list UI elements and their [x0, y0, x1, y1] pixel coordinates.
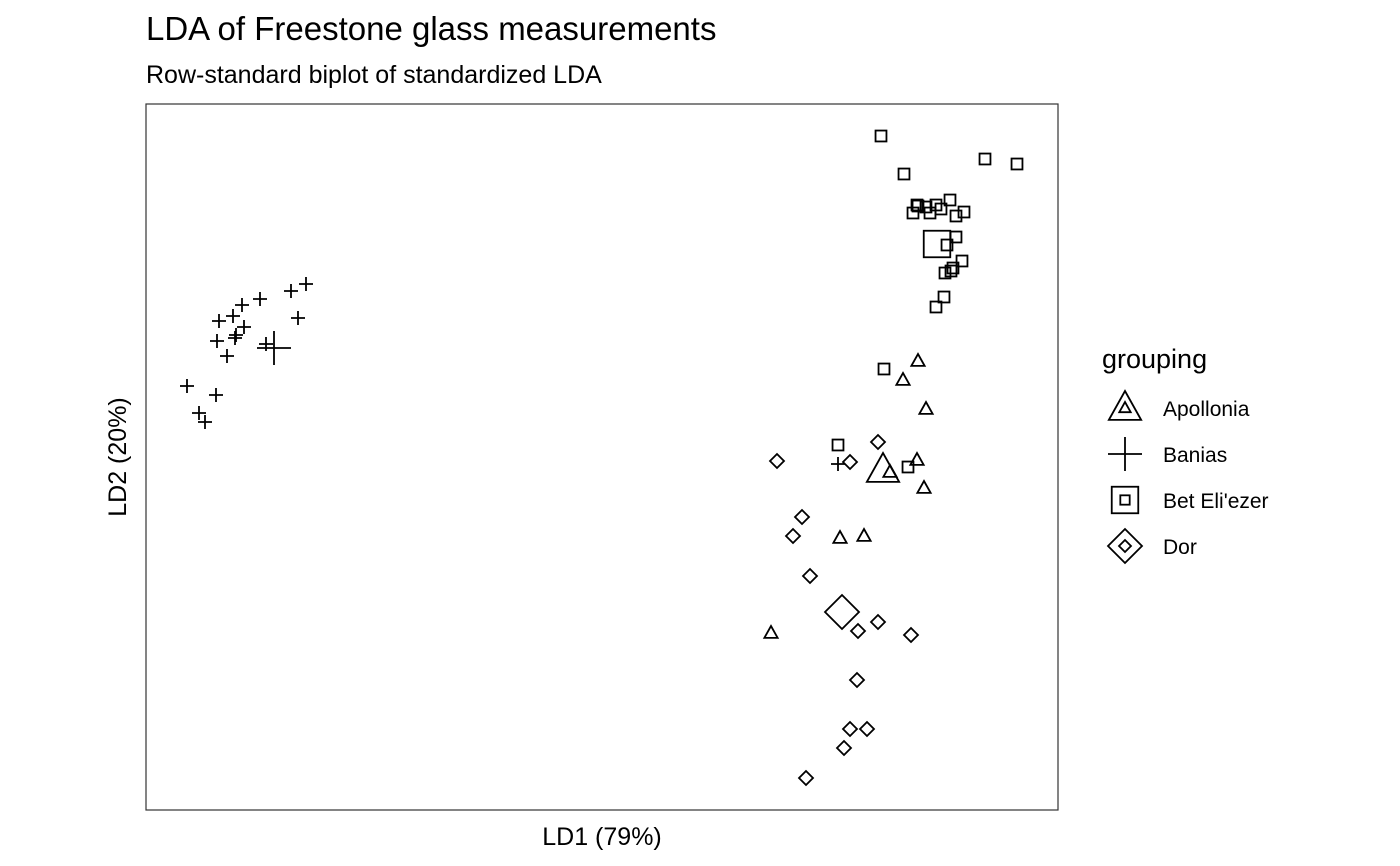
point-bet-eli-ezer-1	[978, 152, 992, 166]
legend: grouping Apollonia Banias Bet Eli'ezer D…	[1102, 344, 1269, 565]
point-banias-8	[210, 334, 224, 348]
point-banias-0	[299, 277, 313, 291]
point-bet-eli-ezer-21	[929, 300, 943, 314]
point-banias-10	[237, 320, 251, 334]
point-banias-2	[291, 311, 305, 325]
point-dor-12	[835, 739, 853, 757]
plot-panel	[145, 103, 1059, 811]
point-dor-9	[848, 671, 866, 689]
point-dor-1	[768, 452, 786, 470]
point-bet-eli-ezer-19	[938, 266, 952, 280]
y-axis-label: LD2 (20%)	[104, 397, 132, 517]
point-banias-4	[235, 298, 249, 312]
point-bet-eli-ezer-2	[1010, 157, 1024, 171]
point-bet-eli-ezer-11	[923, 206, 937, 220]
point-bet-eli-ezer-20	[937, 290, 951, 304]
point-banias-6	[226, 309, 240, 323]
point-apollonia-1	[894, 371, 912, 386]
legend-label-bet-eliezer: Bet Eli'ezer	[1163, 490, 1269, 513]
centroid-banias	[257, 331, 291, 365]
point-bet-eli-ezer-10	[906, 206, 920, 220]
point-banias-16	[198, 415, 212, 429]
point-dor-5	[801, 567, 819, 585]
point-dor-10	[841, 720, 859, 738]
centroid-bet-eli-ezer	[922, 229, 952, 259]
point-banias-13	[180, 379, 194, 393]
point-apollonia-3	[908, 451, 926, 466]
chart-title: LDA of Freestone glass measurements	[146, 10, 716, 47]
point-banias-1	[284, 284, 298, 298]
point-dor-3	[793, 508, 811, 526]
centroid-apollonia	[865, 451, 901, 483]
point-banias-3	[253, 292, 267, 306]
point-bet-eli-ezer-15	[940, 238, 954, 252]
point-bet-eli-ezer-16	[955, 254, 969, 268]
point-banias-15	[192, 406, 206, 420]
point-banias-5	[212, 314, 226, 328]
legend-key-bet-eli-ezer	[1110, 485, 1140, 515]
point-bet-eli-ezer-12	[957, 205, 971, 219]
point-bet-eli-ezer-22	[877, 362, 891, 376]
point-dor-2	[841, 453, 859, 471]
point-banias-9	[229, 328, 243, 342]
legend-title: grouping	[1102, 344, 1207, 374]
point-dor-7	[849, 622, 867, 640]
point-bet-eli-ezer-3	[897, 167, 911, 181]
point-bet-eli-ezer-5	[910, 198, 924, 212]
legend-keys	[1106, 389, 1144, 565]
point-apollonia-2	[917, 400, 935, 415]
point-apollonia-5	[915, 479, 933, 494]
point-banias-14	[209, 388, 223, 402]
legend-label-dor: Dor	[1163, 536, 1197, 559]
point-bet-eli-ezer-4	[943, 193, 957, 207]
point-dor-11	[858, 720, 876, 738]
point-apollonia-0	[909, 352, 927, 367]
point-banias-7	[228, 331, 242, 345]
point-dor-6	[869, 613, 887, 631]
point-apollonia-6	[831, 529, 849, 544]
point-bet-eli-ezer-23	[831, 438, 845, 452]
point-dor-0	[869, 433, 887, 451]
legend-key-dor	[1106, 527, 1144, 565]
x-axis-label: LD1 (79%)	[542, 823, 662, 851]
point-dor-4	[784, 527, 802, 545]
legend-key-apollonia	[1107, 389, 1143, 421]
point-bet-eli-ezer-24	[901, 460, 915, 474]
legend-key-banias	[1108, 437, 1142, 471]
legend-label-apollonia: Apollonia	[1163, 398, 1250, 421]
point-bet-eli-ezer-0	[874, 129, 888, 143]
chart-subtitle: Row-standard biplot of standardized LDA	[146, 61, 602, 89]
centroid-dor	[823, 593, 861, 631]
point-banias-11	[220, 349, 234, 363]
point-apollonia-8	[762, 624, 780, 639]
legend-label-banias: Banias	[1163, 444, 1227, 467]
point-bet-eli-ezer-13	[949, 209, 963, 223]
point-banias-17	[831, 457, 845, 471]
plot-marks	[180, 129, 1024, 787]
point-dor-13	[797, 769, 815, 787]
point-dor-8	[902, 626, 920, 644]
point-apollonia-7	[855, 527, 873, 542]
